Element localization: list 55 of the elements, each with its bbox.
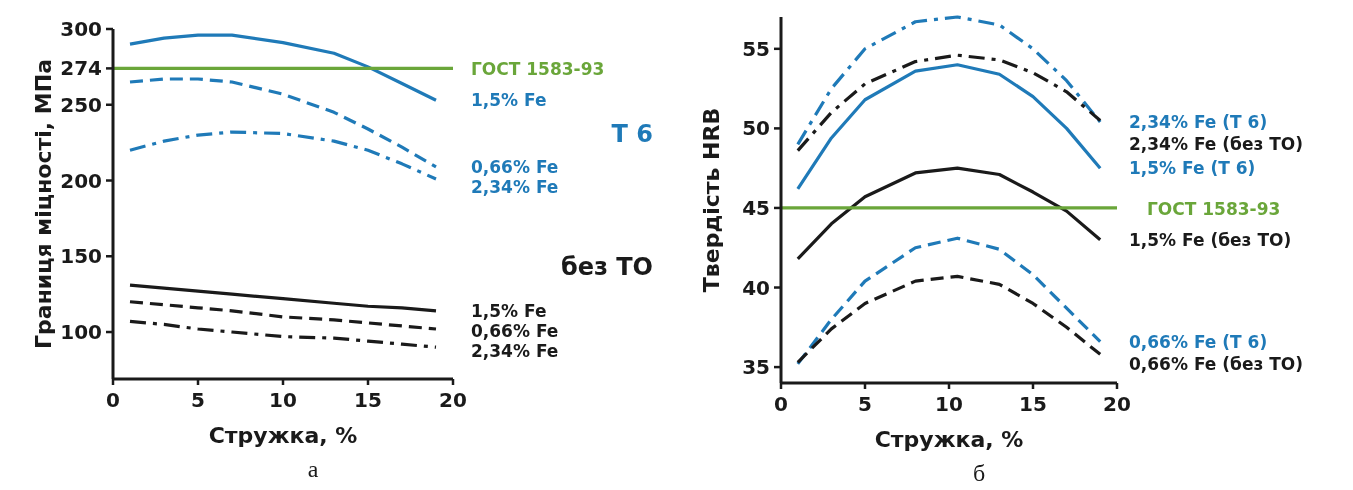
y-tick-label: 274 [60, 56, 102, 81]
line-series [796, 53, 1102, 153]
line-series [796, 274, 1102, 364]
line-series [128, 130, 438, 181]
series-label: 1,5% Fe (без ТО) [1129, 229, 1292, 250]
series-label: 2,34% Fe (без ТО) [1129, 134, 1304, 155]
ref-line-label: ГОСТ 1583-93 [1147, 198, 1281, 219]
y-tick-label: 45 [742, 195, 770, 220]
y-tick-label: 55 [742, 36, 770, 61]
y-tick-label: 250 [60, 92, 102, 117]
y-tick-label: 150 [60, 244, 102, 269]
text: б [972, 460, 986, 486]
series-label: 0,66% Fe (без ТО) [1129, 353, 1304, 374]
line-series [796, 166, 1102, 261]
y-axis-title: Границя міцності, МПа [31, 59, 56, 349]
x-tick-label: 10 [935, 392, 963, 416]
series-label: 1,5% Fe (Т 6) [1129, 158, 1256, 179]
line-series [796, 63, 1102, 191]
y-tick-label: 100 [60, 320, 102, 345]
line-series [128, 319, 438, 349]
x-axis-title: Стружка, % [208, 423, 358, 448]
x-tick-label: 5 [858, 392, 872, 416]
y-tick-label: 50 [742, 116, 770, 141]
y-tick-label: 35 [742, 355, 770, 380]
text: 0,66% Fe [471, 156, 559, 177]
series-label: 2,34% Fe (Т 6) [1129, 112, 1268, 133]
series-label: 0,66% Fe (Т 6) [1129, 331, 1268, 352]
x-tick-label: 20 [1103, 392, 1131, 416]
text: 0,66% Fe [471, 320, 559, 341]
x-tick-label: 0 [106, 388, 120, 412]
text: 1,5% Fe [471, 90, 547, 111]
x-tick-label: 20 [439, 388, 467, 412]
x-tick-label: 15 [1019, 392, 1047, 416]
y-tick-label: 40 [742, 275, 770, 300]
line-series [128, 300, 438, 331]
line-series [796, 15, 1102, 146]
text: 2,34% Fe [471, 176, 559, 197]
y-axis-title: Твердість HRB [699, 107, 724, 293]
y-tick-label: 300 [60, 17, 102, 41]
text: 2,34% Fe [471, 340, 559, 361]
ref-line-label: ГОСТ 1583-93 [471, 59, 605, 80]
text: а [307, 456, 319, 482]
line-series [128, 283, 438, 313]
text: 1,5% Fe [471, 300, 547, 321]
x-tick-label: 10 [269, 388, 297, 412]
text: Т 6 [611, 119, 653, 148]
line-series [128, 33, 438, 102]
x-axis-title: Стружка, % [874, 427, 1024, 452]
x-tick-label: 5 [191, 388, 205, 412]
y-tick-label: 200 [60, 168, 102, 193]
text: без ТО [560, 252, 653, 281]
x-tick-label: 15 [354, 388, 382, 412]
line-series [796, 236, 1102, 366]
line-series [128, 77, 438, 169]
x-tick-label: 0 [774, 392, 788, 416]
